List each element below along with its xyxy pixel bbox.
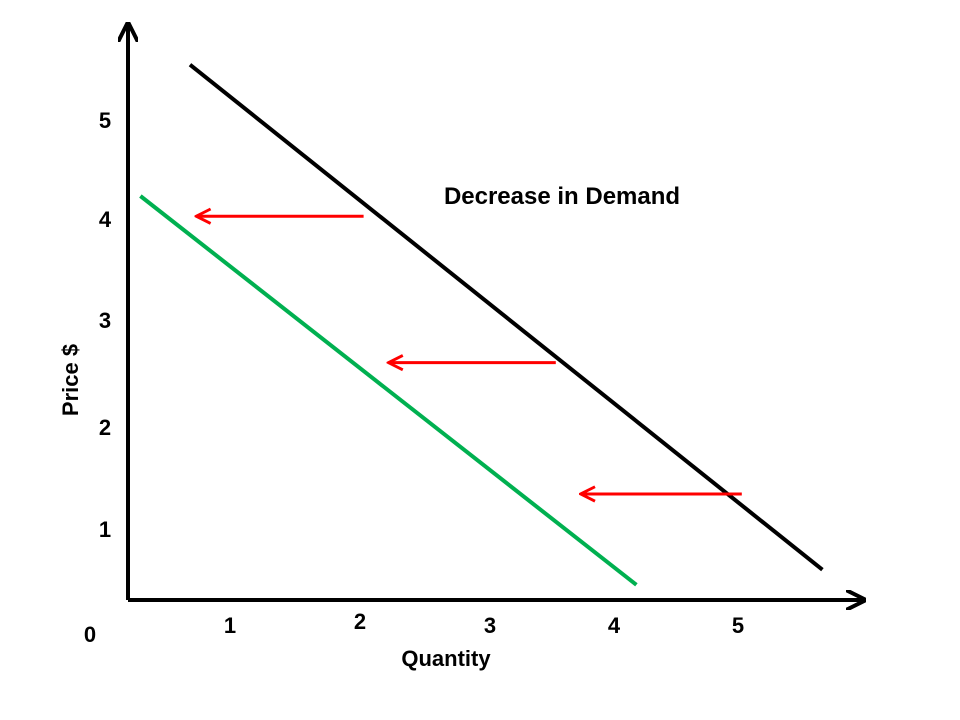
x-tick-label: 3 bbox=[484, 613, 496, 638]
x-axis-title: Quantity bbox=[401, 646, 491, 671]
shift-arrows bbox=[196, 216, 742, 494]
y-tick-label: 4 bbox=[99, 207, 112, 232]
x-tick-label: 1 bbox=[224, 613, 236, 638]
original-demand-line bbox=[188, 63, 824, 572]
x-tick-label: 5 bbox=[732, 613, 744, 638]
x-tick-label: 2 bbox=[354, 609, 366, 634]
origin-label: 0 bbox=[84, 622, 96, 647]
series-layer bbox=[139, 63, 824, 587]
y-tick-label: 5 bbox=[99, 108, 111, 133]
y-tick-label: 2 bbox=[99, 415, 111, 440]
y-axis-title: Price $ bbox=[58, 344, 83, 416]
decreased-demand-line bbox=[139, 194, 638, 587]
chart-title: Decrease in Demand bbox=[444, 183, 680, 210]
x-tick-label: 4 bbox=[608, 613, 621, 638]
y-tick-label: 3 bbox=[99, 308, 111, 333]
y-tick-label: 1 bbox=[99, 517, 111, 542]
